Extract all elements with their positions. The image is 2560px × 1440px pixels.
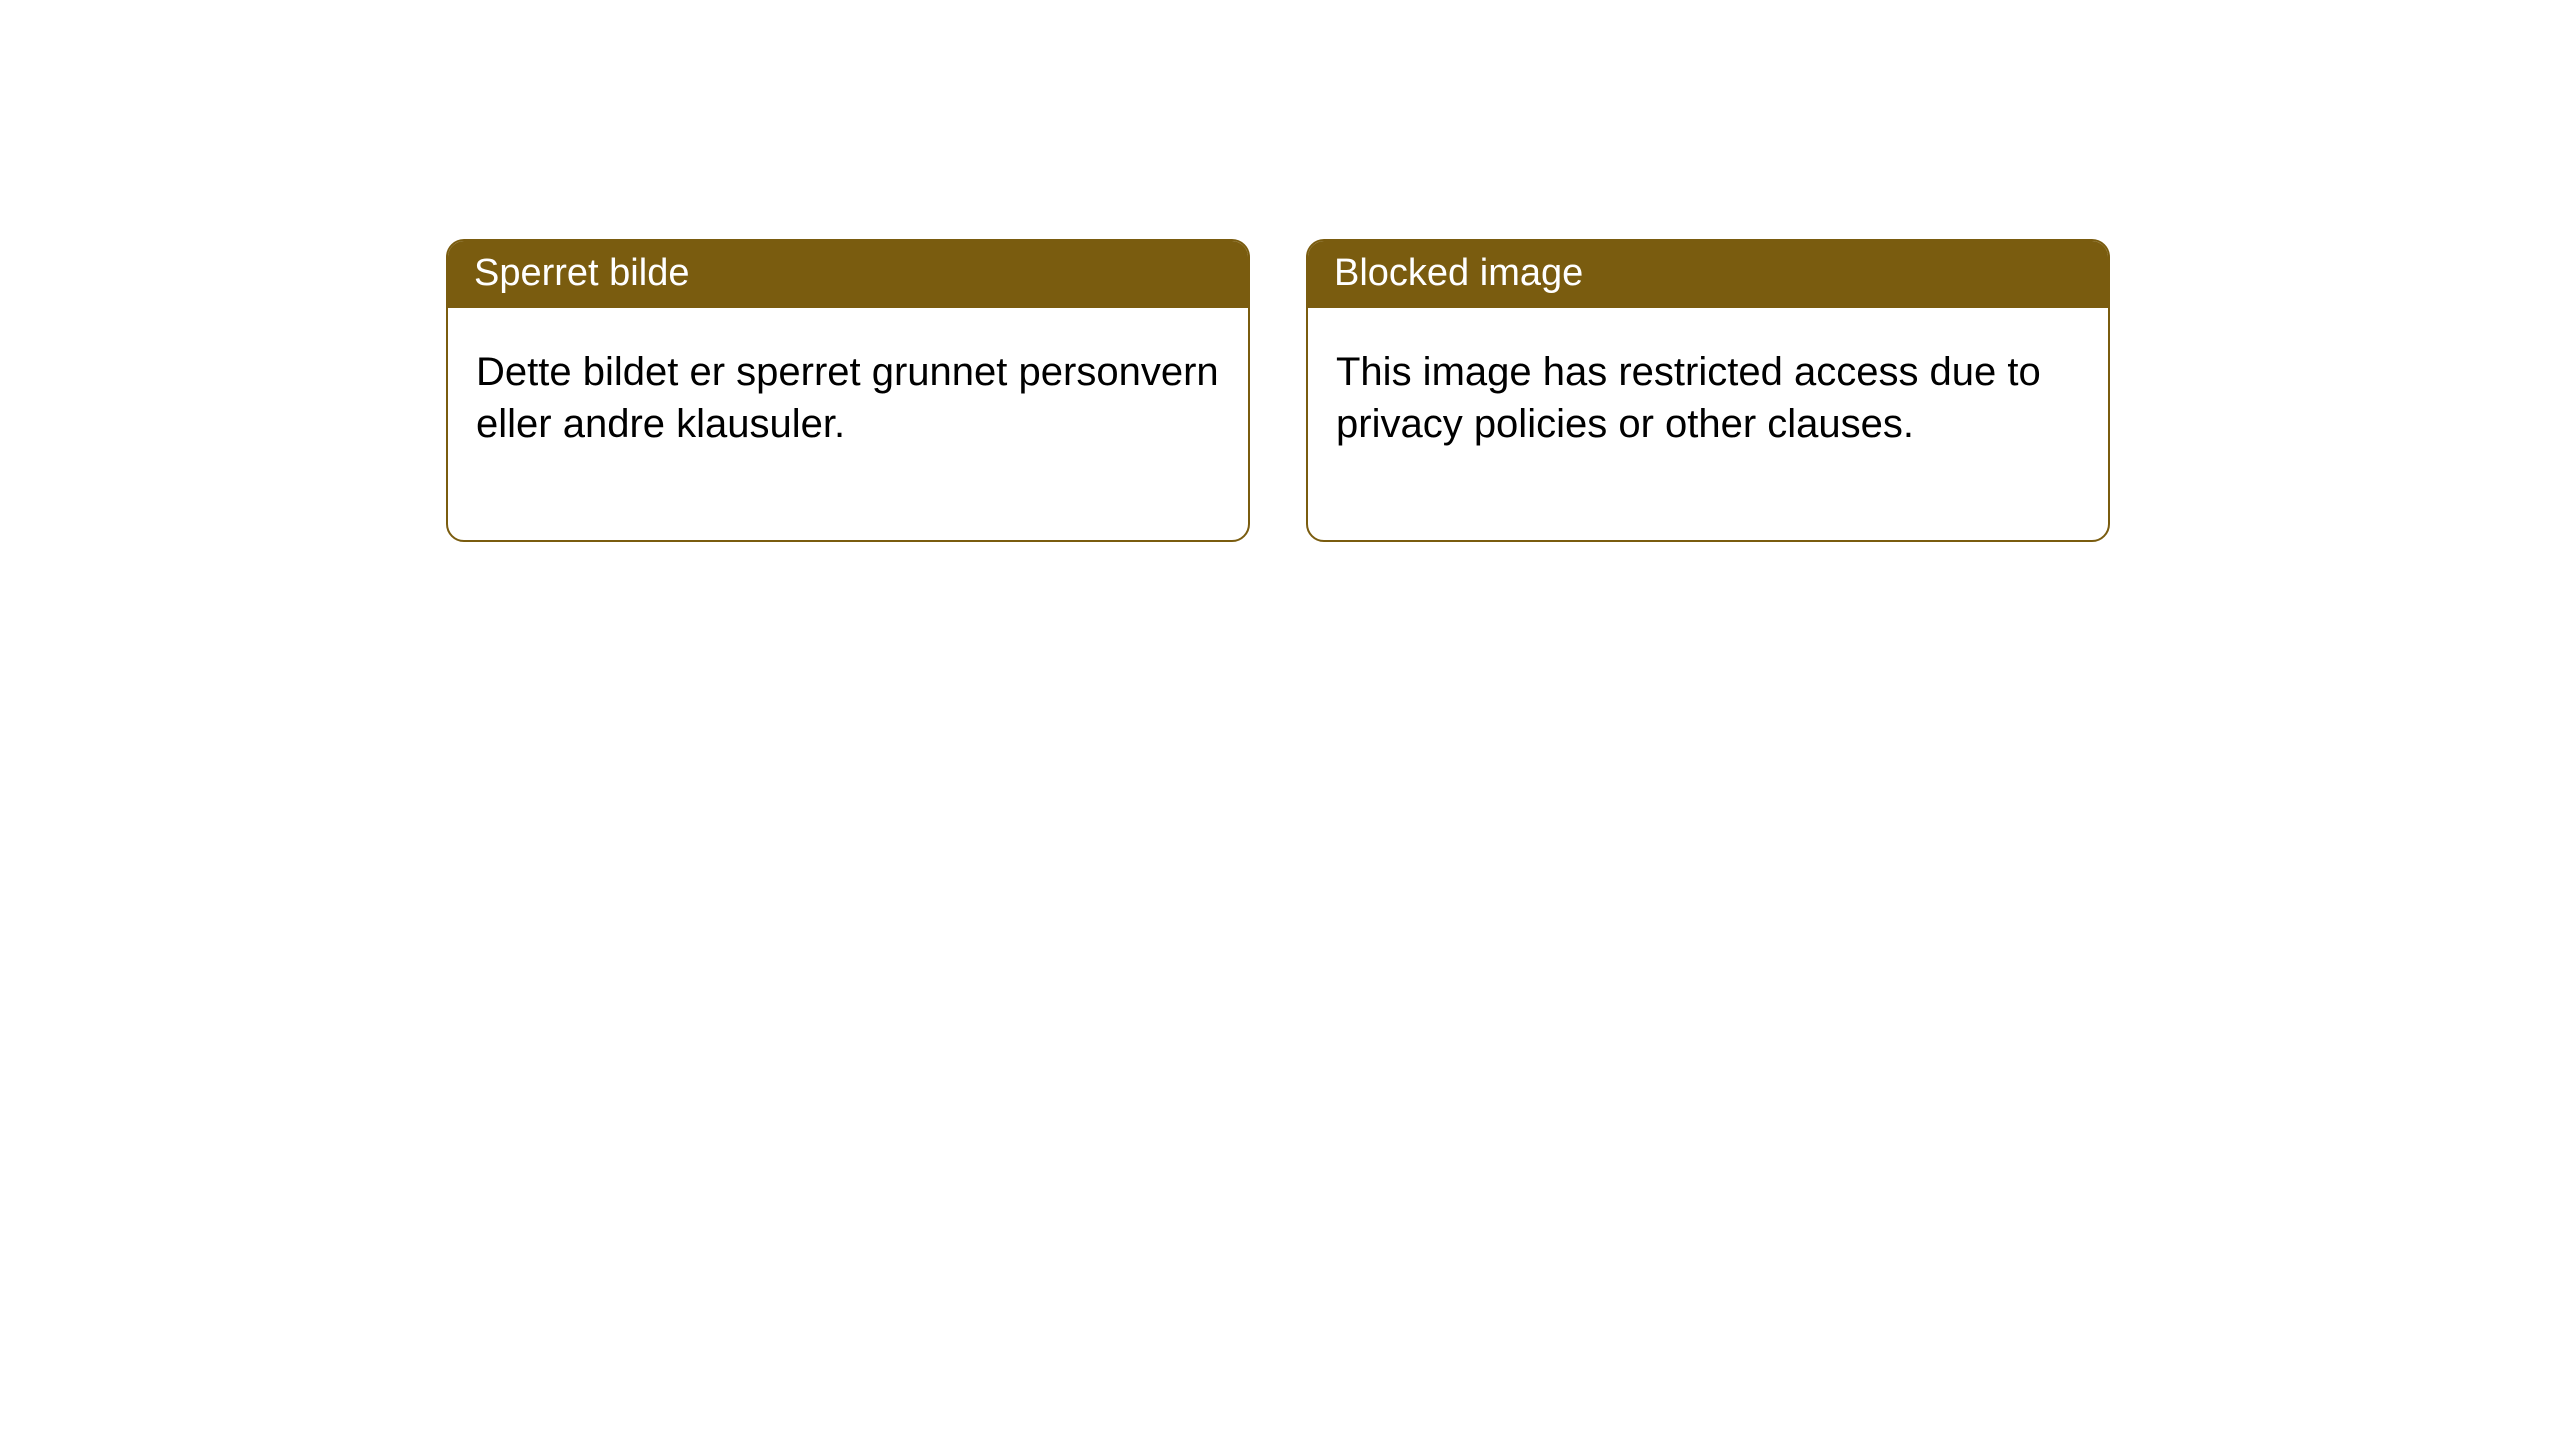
notice-body-english: This image has restricted access due to … <box>1308 308 2108 540</box>
notice-container: Sperret bilde Dette bildet er sperret gr… <box>0 0 2560 542</box>
notice-card-english: Blocked image This image has restricted … <box>1306 239 2110 542</box>
notice-header-english: Blocked image <box>1308 241 2108 308</box>
notice-body-norwegian: Dette bildet er sperret grunnet personve… <box>448 308 1248 540</box>
notice-card-norwegian: Sperret bilde Dette bildet er sperret gr… <box>446 239 1250 542</box>
notice-header-norwegian: Sperret bilde <box>448 241 1248 308</box>
